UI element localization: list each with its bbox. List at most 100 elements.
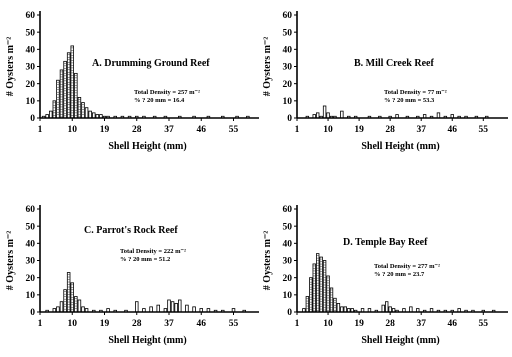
x-tick-label: 37 [416, 319, 426, 329]
y-tick-label: 30 [26, 63, 36, 73]
x-tick-label: 1 [295, 319, 300, 329]
bar [77, 299, 82, 313]
bar [84, 107, 89, 119]
y-tick-label: 60 [26, 11, 36, 21]
bar [74, 296, 78, 313]
x-tick-label: 55 [229, 125, 239, 135]
panel-title: D. Temple Bay Reef [343, 237, 428, 248]
y-tick-label: 0 [30, 114, 35, 124]
bar [326, 275, 330, 313]
y-tick-label: 10 [283, 291, 293, 301]
y-tick-label: 0 [30, 308, 35, 318]
bar [385, 301, 389, 313]
y-tick-label: 20 [283, 274, 293, 284]
percent-under-20mm-label: % ? 20 mm = 51.2 [120, 256, 170, 263]
y-tick-label: 30 [283, 63, 293, 73]
percent-under-20mm-label: % ? 20 mm = 23.7 [374, 271, 425, 278]
panel-c: 0 10 20 30 40 50 60 1 10 19 28 37 46 55 Shell Height (… [5, 205, 259, 346]
bar [340, 110, 344, 119]
y-tick-label: 10 [26, 97, 36, 107]
bar [70, 45, 75, 119]
y-tick-label: 20 [283, 80, 293, 90]
y-tick-label: 40 [283, 240, 293, 250]
x-tick-label: 28 [132, 125, 142, 135]
x-tick-label: 46 [448, 125, 458, 135]
bar [178, 299, 182, 313]
y-tick-label: 0 [287, 114, 292, 124]
bar [74, 72, 78, 119]
y-tick-label: 10 [283, 97, 293, 107]
x-tick-label: 28 [132, 319, 142, 329]
bar [88, 110, 92, 119]
x-axis-title: Shell Height (mm) [361, 141, 439, 152]
bar [305, 296, 310, 313]
total-density-label: Total Density = 277 m⁻² [374, 263, 440, 270]
x-axis-title: Shell Height (mm) [108, 141, 186, 152]
y-tick-label: 40 [283, 46, 293, 56]
y-axis-title: # Oysters m⁻² [5, 231, 16, 290]
x-tick-label: 1 [38, 125, 43, 135]
bar [63, 60, 67, 119]
bar [319, 256, 323, 313]
panel-title: A. Drumming Ground Reef [92, 58, 210, 69]
x-tick-label: 1 [38, 319, 43, 329]
bar [66, 52, 71, 119]
percent-under-20mm-label: % ? 20 mm = 16.4 [134, 97, 185, 104]
y-tick-label: 40 [26, 46, 36, 56]
percent-under-20mm-label: % ? 20 mm = 53.3 [384, 97, 435, 104]
bar [63, 289, 67, 313]
bar [59, 301, 64, 313]
total-density-label: Total Density = 77 m⁻² [384, 89, 447, 96]
bar [381, 304, 385, 313]
panel-title: B. Mill Creek Reef [354, 58, 434, 69]
bar [49, 110, 53, 119]
y-tick-label: 20 [26, 274, 36, 284]
total-density-label: Total Density = 222 m⁻² [120, 248, 186, 255]
y-tick-label: 10 [26, 291, 36, 301]
y-tick-label: 40 [26, 240, 36, 250]
x-tick-label: 10 [68, 319, 78, 329]
x-tick-label: 19 [100, 319, 110, 329]
y-tick-label: 0 [287, 308, 292, 318]
panel-d: 0 10 20 30 40 50 60 1 10 19 28 37 46 55 Shell Height (… [262, 205, 508, 346]
bar [167, 299, 171, 313]
x-tick-label: 10 [323, 125, 333, 135]
bar [170, 301, 175, 313]
x-tick-label: 19 [354, 125, 364, 135]
x-tick-label: 1 [295, 125, 300, 135]
y-axis-title: # Oysters m⁻² [262, 231, 273, 290]
x-tick-label: 19 [100, 125, 110, 135]
y-axis-title: # Oysters m⁻² [262, 37, 273, 96]
x-tick-label: 10 [68, 125, 78, 135]
y-tick-label: 30 [26, 257, 36, 267]
bar [322, 105, 327, 119]
x-tick-label: 28 [385, 125, 395, 135]
x-tick-label: 10 [323, 319, 333, 329]
y-tick-label: 50 [283, 28, 293, 38]
y-tick-label: 30 [283, 257, 293, 267]
panel-a: 0 10 20 30 40 50 60 1 10 19 28 37 46 55 Shell Height (… [5, 11, 259, 152]
x-tick-label: 46 [448, 319, 458, 329]
x-axis-title: Shell Height (mm) [108, 335, 186, 346]
y-tick-label: 50 [283, 222, 293, 232]
y-tick-label: 60 [283, 11, 293, 21]
panel-b: 0 10 20 30 40 50 60 1 10 19 28 37 46 55 Shell Height (… [262, 11, 508, 152]
x-tick-label: 19 [354, 319, 364, 329]
y-tick-label: 50 [26, 222, 36, 232]
y-tick-label: 20 [26, 80, 36, 90]
x-tick-label: 28 [385, 319, 395, 329]
x-tick-label: 37 [416, 125, 426, 135]
x-tick-label: 46 [197, 319, 207, 329]
y-tick-label: 60 [283, 205, 293, 215]
x-tick-label: 55 [479, 125, 489, 135]
bar [322, 260, 327, 313]
bar [174, 303, 178, 313]
x-axis-title: Shell Height (mm) [361, 335, 439, 346]
y-tick-label: 60 [26, 205, 36, 215]
x-tick-label: 55 [229, 319, 239, 329]
panel-title: C. Parrot's Rock Reef [84, 225, 178, 236]
y-tick-label: 50 [26, 28, 36, 38]
total-density-label: Total Density = 257 m⁻² [134, 89, 200, 96]
bar [336, 303, 341, 313]
